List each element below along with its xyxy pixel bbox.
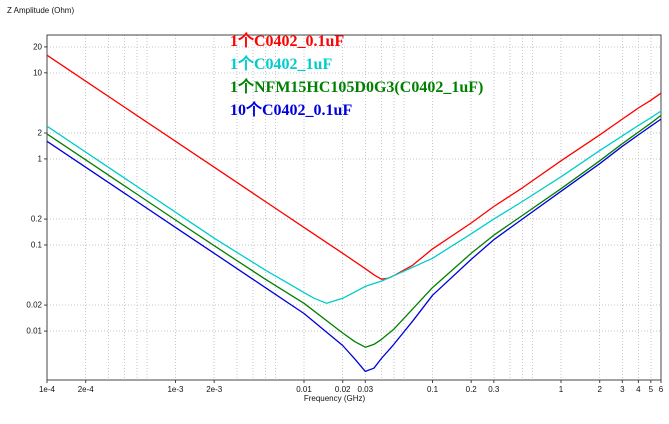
svg-text:1: 1 xyxy=(38,154,43,163)
svg-text:1e-4: 1e-4 xyxy=(39,385,56,394)
svg-text:1: 1 xyxy=(559,385,564,394)
svg-text:2: 2 xyxy=(597,385,602,394)
svg-text:0.01: 0.01 xyxy=(26,327,42,336)
x-axis-title: Frequency (GHz) xyxy=(303,394,366,403)
svg-text:0.1: 0.1 xyxy=(427,385,439,394)
grid-lines xyxy=(46,35,662,380)
svg-text:5: 5 xyxy=(649,385,654,394)
svg-text:0.03: 0.03 xyxy=(358,385,374,394)
svg-text:3: 3 xyxy=(620,385,625,394)
svg-text:2e-3: 2e-3 xyxy=(206,385,223,394)
y-tick-labels: 20 10 2 1 0.2 0.1 0.02 0.01 xyxy=(26,42,47,336)
svg-text:0.2: 0.2 xyxy=(466,385,478,394)
legend-item-red: 1个C0402_0.1uF xyxy=(230,33,345,50)
series-line-3 xyxy=(46,118,662,373)
x-tick-labels: 1e-4 2e-4 1e-3 2e-3 0.01 0.02 0.03 0.1 0.2 0.3 1 2 3… xyxy=(39,380,664,394)
svg-text:2e-4: 2e-4 xyxy=(78,385,95,394)
svg-text:0.2: 0.2 xyxy=(31,215,43,224)
svg-text:20: 20 xyxy=(33,42,42,51)
svg-text:0.02: 0.02 xyxy=(335,385,351,394)
y-axis-title: Z Amplitude (Ohm) xyxy=(7,6,75,15)
svg-text:0.1: 0.1 xyxy=(31,241,43,250)
legend-item-cyan: 1个C0402_1uF xyxy=(230,56,333,73)
svg-text:2: 2 xyxy=(38,129,43,138)
svg-text:4: 4 xyxy=(636,385,641,394)
svg-text:0.01: 0.01 xyxy=(296,385,312,394)
legend-item-green: 1个NFM15HC105D0G3(C0402_1uF) xyxy=(230,79,484,96)
svg-text:0.02: 0.02 xyxy=(26,301,42,310)
svg-text:10: 10 xyxy=(33,68,42,77)
svg-text:1e-3: 1e-3 xyxy=(167,385,184,394)
svg-text:0.3: 0.3 xyxy=(488,385,500,394)
legend-item-blue: 10个C0402_0.1uF xyxy=(230,102,353,119)
series-line-2 xyxy=(46,114,662,348)
chart-legend: 1个C0402_0.1uF 1个C0402_1uF 1个NFM15HC105D0… xyxy=(230,30,483,122)
series-line-1 xyxy=(46,110,662,304)
plot-border xyxy=(46,34,662,381)
svg-text:6: 6 xyxy=(659,385,664,394)
